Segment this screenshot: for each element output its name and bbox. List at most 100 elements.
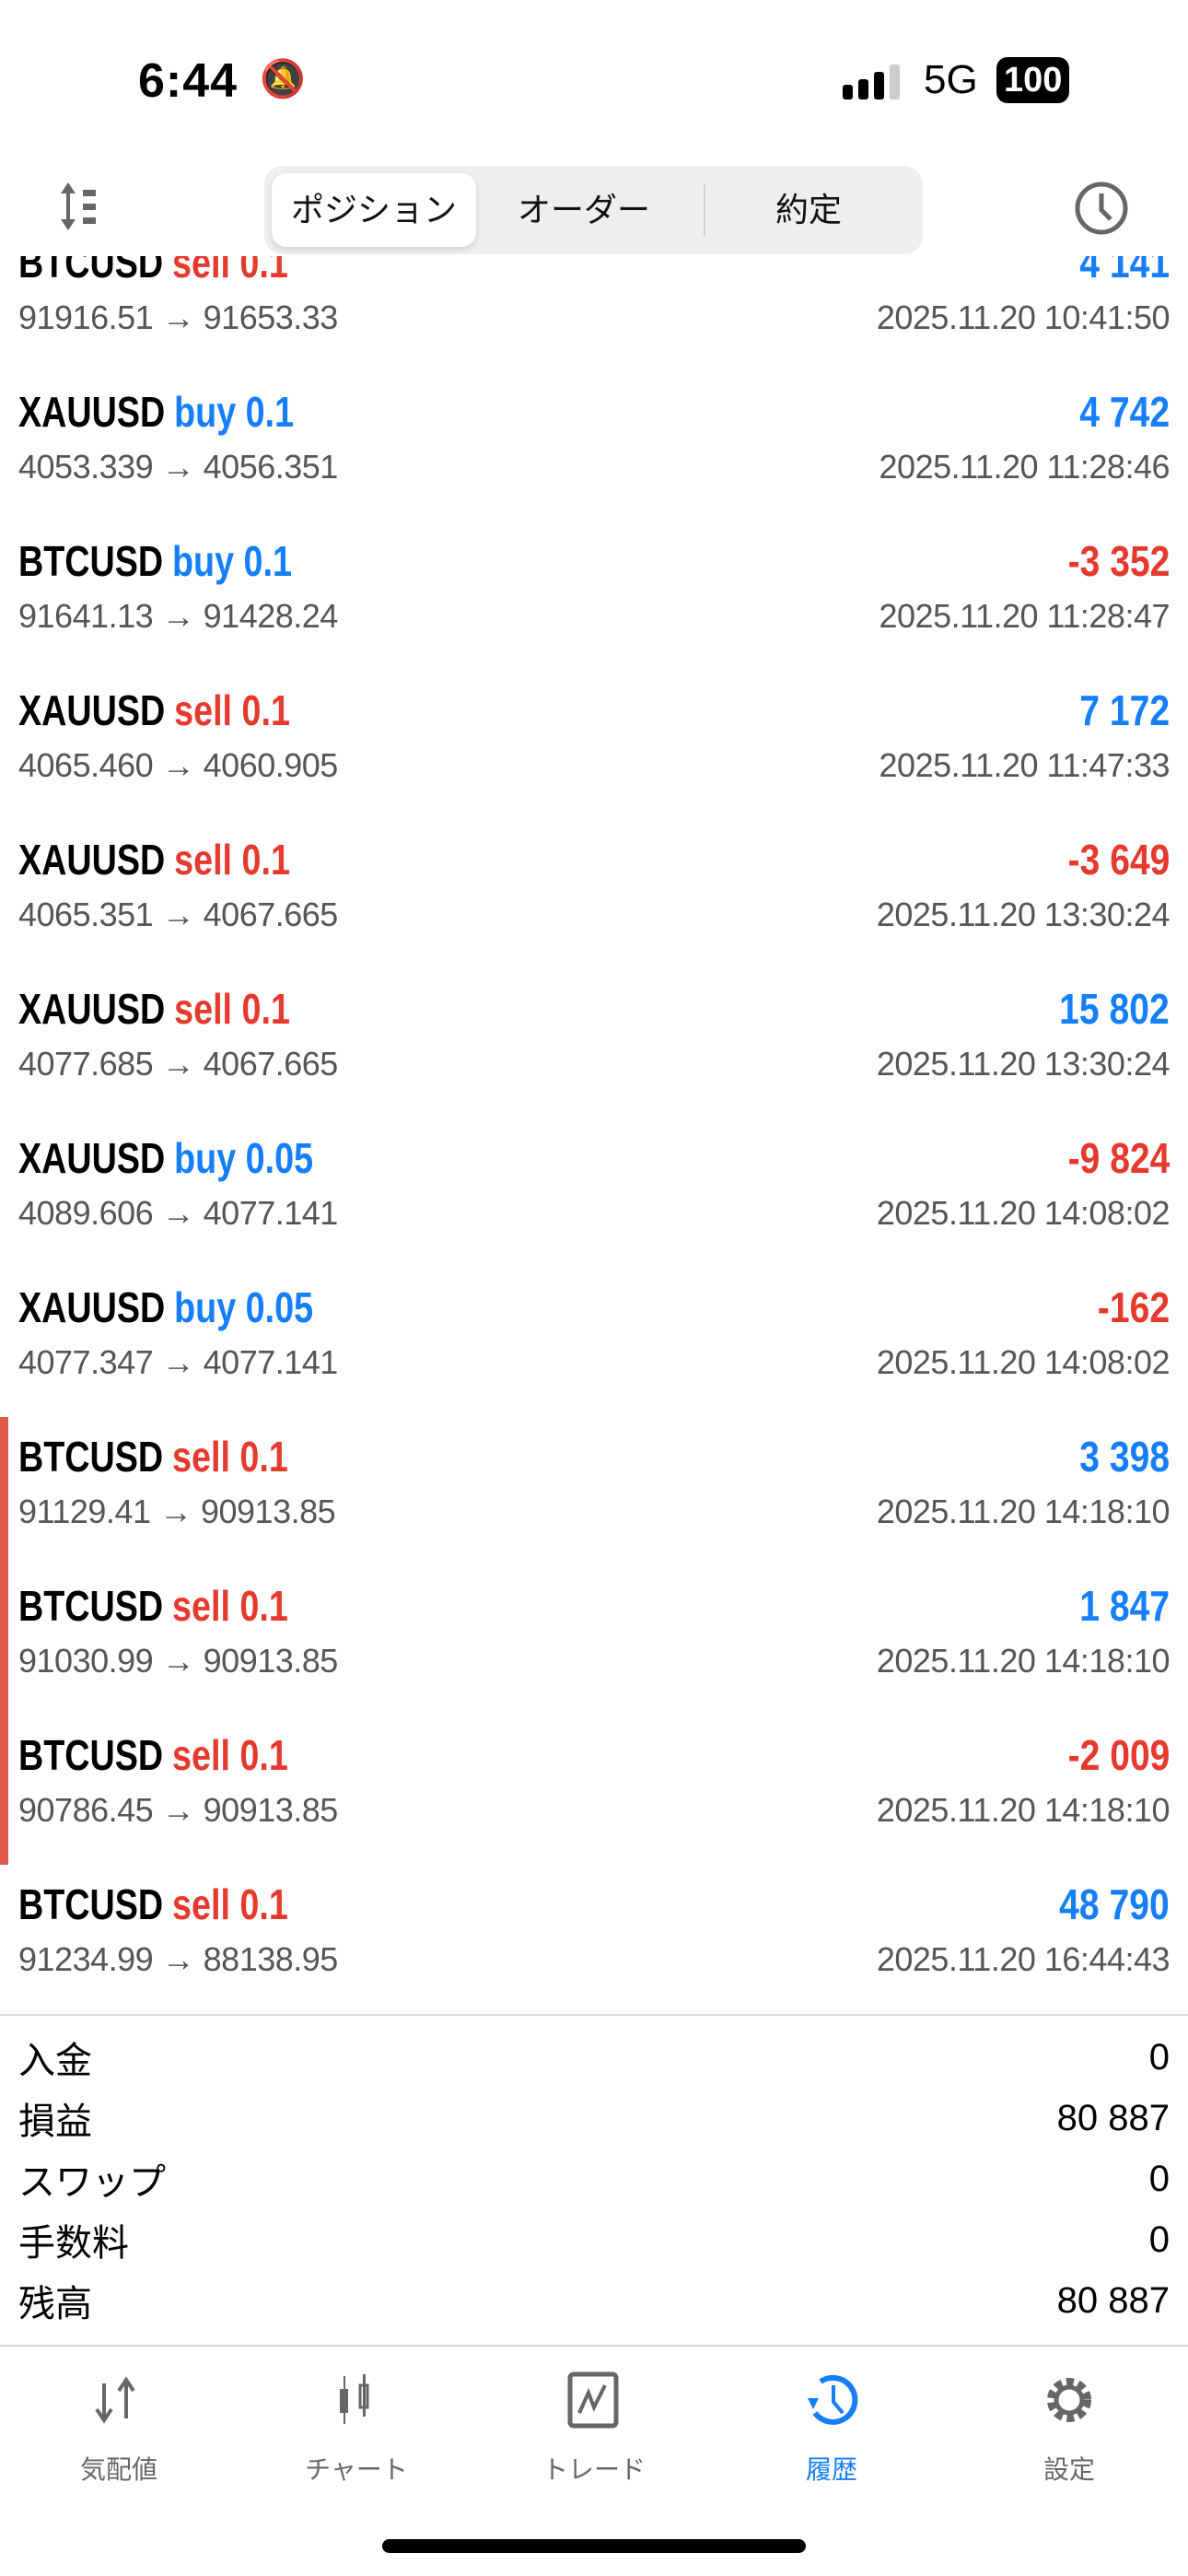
summary-label: 手数料 xyxy=(18,2223,129,2264)
side: sell xyxy=(172,1433,230,1481)
clock-icon[interactable] xyxy=(1074,181,1129,236)
volume: 0.05 xyxy=(245,1283,314,1331)
volume: 0.1 xyxy=(241,836,290,884)
tab-trade-chart[interactable]: トレード xyxy=(475,2363,713,2487)
volume: 0.1 xyxy=(245,388,295,436)
trade-row[interactable]: XAUUSD sell 0.1 15 802 4077.685 → 4067.66… xyxy=(0,984,1188,1133)
tab-history[interactable]: 履歴 xyxy=(713,2363,950,2487)
side: sell xyxy=(172,1731,230,1779)
trade-title: XAUUSD sell 0.1 xyxy=(18,984,290,1034)
trade-row[interactable]: BTCUSD sell 0.1 3 398 91129.41 → 90913.85… xyxy=(0,1432,1188,1581)
trade-title: XAUUSD buy 0.05 xyxy=(18,1133,313,1183)
volume: 0.1 xyxy=(239,1433,288,1481)
side: buy xyxy=(174,1134,237,1182)
summary-label: 残高 xyxy=(18,2284,92,2324)
volume: 0.1 xyxy=(241,686,290,734)
profit: -2 009 xyxy=(1067,1731,1170,1779)
trade-row[interactable]: XAUUSD sell 0.1 7 172 4065.460 → 4060.905… xyxy=(0,685,1188,835)
symbol: XAUUSD xyxy=(18,836,166,884)
side: sell xyxy=(174,836,233,884)
symbol: BTCUSD xyxy=(18,1880,164,1928)
summary-row: スワップ 0 xyxy=(18,2149,1170,2209)
symbol: BTCUSD xyxy=(18,256,164,287)
trade-row[interactable]: BTCUSD buy 0.1 -3 352 91641.13 → 91428.24… xyxy=(0,536,1188,685)
tab-label: 気配値 xyxy=(79,2455,157,2484)
symbol: BTCUSD xyxy=(18,1582,164,1630)
tab-positions[interactable]: ポジション xyxy=(272,173,476,247)
tab-label: チャート xyxy=(305,2455,408,2484)
sort-icon[interactable] xyxy=(57,181,112,232)
trade-row[interactable]: XAUUSD buy 0.05 -9 824 4089.606 → 4077.14… xyxy=(0,1133,1188,1282)
signal-icon xyxy=(843,64,900,100)
group-marker xyxy=(0,1417,8,1865)
symbol: BTCUSD xyxy=(18,1731,164,1779)
trade-title: XAUUSD buy 0.05 xyxy=(18,1282,313,1332)
summary-label: スワップ xyxy=(18,2162,166,2203)
open-close-prices: 91916.51 → 91653.33 xyxy=(18,299,338,336)
battery-icon: 100 xyxy=(996,57,1070,103)
divider xyxy=(0,2014,1188,2016)
volume: 0.05 xyxy=(245,1134,314,1182)
open-close-prices: 90786.45 → 90913.85 xyxy=(18,1791,338,1829)
side: sell xyxy=(172,1582,230,1630)
open-close-prices: 91030.99 → 90913.85 xyxy=(18,1642,338,1680)
symbol: XAUUSD xyxy=(18,1283,166,1331)
tab-label: 設定 xyxy=(1042,2455,1095,2484)
open-close-prices: 91234.99 → 88138.95 xyxy=(18,1940,338,1978)
volume: 0.1 xyxy=(241,985,290,1033)
open-close-prices: 4065.351 → 4067.665 xyxy=(18,896,338,933)
summary-row: 入金 0 xyxy=(18,2027,1170,2088)
close-time: 2025.11.20 11:28:46 xyxy=(879,448,1171,486)
tab-deals[interactable]: 約定 xyxy=(775,191,842,228)
summary-label: 損益 xyxy=(18,2102,92,2142)
profit: -3 352 xyxy=(1067,537,1170,585)
trade-title: BTCUSD sell 0.1 xyxy=(18,1581,288,1631)
close-time: 2025.11.20 14:08:02 xyxy=(876,1343,1171,1381)
status-time: 6:44 xyxy=(138,54,239,108)
network-type: 5G xyxy=(924,57,978,102)
profit: 3 398 xyxy=(1079,1433,1170,1481)
symbol: XAUUSD xyxy=(18,388,166,436)
tab-quotes-arrows[interactable]: 気配値 xyxy=(0,2363,238,2487)
side: buy xyxy=(174,388,237,436)
side: buy xyxy=(172,537,235,585)
summary-value: 0 xyxy=(1148,2036,1170,2078)
history-icon xyxy=(808,2374,858,2425)
quotes-arrows-icon xyxy=(95,2376,135,2424)
side: sell xyxy=(172,1880,230,1928)
open-close-prices: 4077.685 → 4067.665 xyxy=(18,1045,338,1083)
profit: -162 xyxy=(1097,1283,1170,1331)
trade-history-list[interactable]: BTCUSD sell 0.1 4 141 91916.51 → 91653.33… xyxy=(0,256,1188,2014)
symbol: XAUUSD xyxy=(18,1134,166,1182)
trade-title: BTCUSD sell 0.1 xyxy=(18,1432,288,1481)
profit: 1 847 xyxy=(1079,1582,1170,1630)
side: sell xyxy=(172,256,230,287)
divider xyxy=(0,2345,1188,2347)
trade-row[interactable]: BTCUSD sell 0.1 48 790 91234.99 → 88138.9… xyxy=(0,1879,1188,2014)
open-close-prices: 4053.339 → 4056.351 xyxy=(18,448,338,486)
close-time: 2025.11.20 14:08:02 xyxy=(876,1194,1171,1232)
symbol: BTCUSD xyxy=(18,537,164,585)
volume: 0.1 xyxy=(239,1582,288,1630)
close-time: 2025.11.20 13:30:24 xyxy=(876,896,1171,933)
trade-row[interactable]: XAUUSD buy 0.1 4 742 4053.339 → 4056.351 … xyxy=(0,387,1188,536)
trade-row[interactable]: BTCUSD sell 0.1 1 847 91030.99 → 90913.85… xyxy=(0,1581,1188,1730)
trade-title: BTCUSD sell 0.1 xyxy=(18,256,288,287)
close-time: 2025.11.20 14:18:10 xyxy=(876,1791,1171,1829)
profit: -3 649 xyxy=(1067,836,1170,884)
summary-label: 入金 xyxy=(18,2041,92,2081)
trade-row[interactable]: XAUUSD sell 0.1 -3 649 4065.351 → 4067.66… xyxy=(0,835,1188,984)
profit: 48 790 xyxy=(1059,1880,1170,1928)
trade-row[interactable]: XAUUSD buy 0.05 -162 4077.347 → 4077.141 … xyxy=(0,1282,1188,1432)
summary-value: 80 887 xyxy=(1056,2097,1170,2138)
tab-candlestick[interactable]: チャート xyxy=(238,2363,475,2487)
close-time: 2025.11.20 14:18:10 xyxy=(876,1493,1171,1530)
tab-label: トレード xyxy=(542,2455,646,2484)
tab-gear[interactable]: 設定 xyxy=(950,2363,1188,2487)
trade-row[interactable]: BTCUSD sell 0.1 -2 009 90786.45 → 90913.8… xyxy=(0,1730,1188,1879)
close-time: 2025.11.20 11:47:33 xyxy=(879,746,1171,784)
summary-row: 残高 80 887 xyxy=(18,2270,1170,2331)
profit: -9 824 xyxy=(1067,1134,1170,1182)
trade-row[interactable]: BTCUSD sell 0.1 4 141 91916.51 → 91653.33… xyxy=(0,256,1188,387)
tab-orders[interactable]: オーダー xyxy=(517,191,650,228)
